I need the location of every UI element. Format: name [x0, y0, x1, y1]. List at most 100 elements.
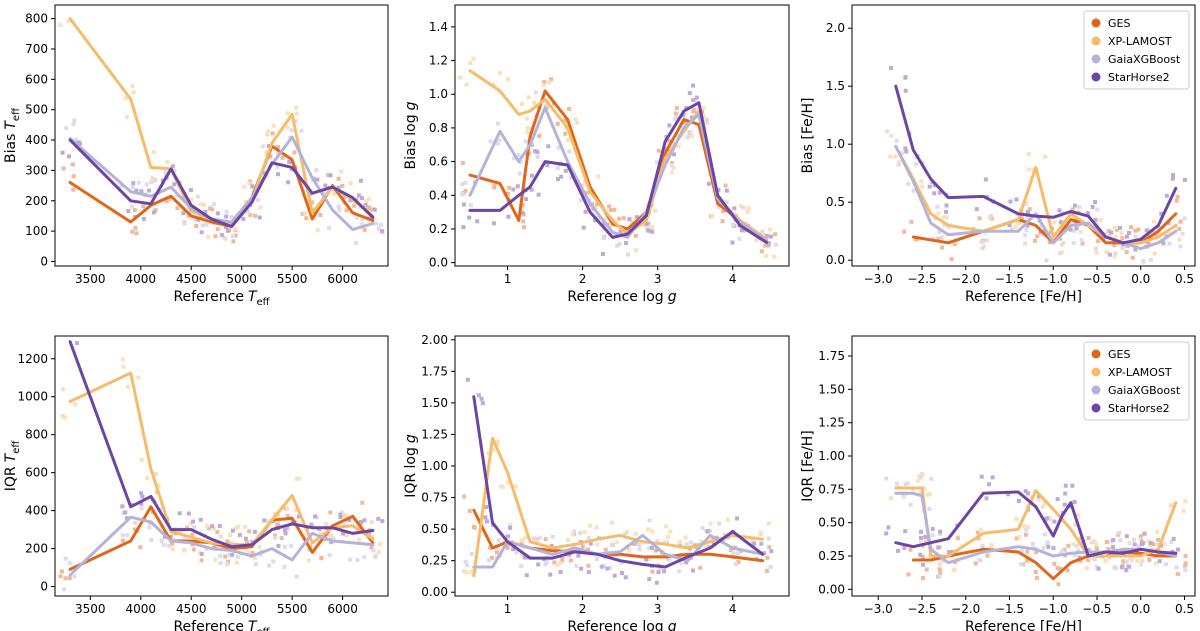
- scatter-point: [694, 95, 699, 100]
- scatter-point: [1171, 536, 1176, 541]
- scatter-point: [608, 565, 613, 570]
- scatter-point: [138, 545, 143, 550]
- scatter-points: [458, 56, 779, 259]
- scatter-point: [517, 171, 522, 176]
- scatter-point: [1180, 231, 1185, 236]
- scatter-point: [658, 566, 663, 571]
- scatter-point: [1019, 562, 1024, 567]
- scatter-point: [889, 66, 894, 71]
- scatter-point: [147, 525, 152, 530]
- scatter-point: [229, 541, 234, 546]
- scatter-point: [521, 212, 526, 217]
- scatter-point: [231, 239, 236, 244]
- scatter-point: [1052, 561, 1057, 566]
- panel-iqr-teff: 3500 4000 4500 5000 5500 6000 0 200 400 600 800 100…: [3, 335, 389, 631]
- scatter-point: [1182, 216, 1187, 221]
- scatter-point: [233, 233, 238, 238]
- scatter-point: [566, 138, 571, 143]
- scatter-point: [920, 473, 925, 478]
- scatter-point: [285, 111, 290, 116]
- scatter-point: [939, 235, 944, 240]
- scatter-point: [475, 219, 480, 224]
- scatter-point: [976, 536, 981, 541]
- x-tick-label: 4500: [176, 272, 207, 286]
- scatter-point: [676, 144, 681, 149]
- scatter-point: [1138, 562, 1143, 567]
- scatter-point: [156, 483, 161, 488]
- scatter-point: [716, 204, 721, 209]
- y-tick-label: 2.0: [826, 21, 845, 35]
- scatter-point: [1161, 242, 1166, 247]
- scatter-point: [930, 526, 935, 531]
- scatter-point: [1017, 535, 1022, 540]
- scatter-point: [927, 491, 932, 496]
- scatter-point: [918, 491, 923, 496]
- scatter-point: [650, 529, 655, 534]
- x-tick-label: 4500: [176, 602, 207, 616]
- scatter-point: [1096, 566, 1101, 571]
- scatter-point: [253, 562, 258, 567]
- scatter-point: [1023, 532, 1028, 537]
- scatter-point: [480, 401, 485, 406]
- scatter-point: [58, 574, 63, 579]
- scatter-point: [472, 524, 477, 529]
- scatter-point: [986, 482, 991, 487]
- scatter-point: [1170, 176, 1175, 181]
- scatter-point: [1177, 237, 1182, 242]
- scatter-point: [622, 532, 627, 537]
- scatter-point: [206, 234, 211, 239]
- scatter-point: [369, 520, 374, 525]
- scatter-point: [1121, 559, 1126, 564]
- legend-box: [1083, 341, 1190, 421]
- scatter-point: [318, 212, 323, 217]
- scatter-point: [580, 544, 585, 549]
- scatter-point: [1034, 575, 1039, 580]
- scatter-point: [531, 536, 536, 541]
- scatter-point: [292, 150, 297, 155]
- scatter-point: [1129, 225, 1134, 230]
- scatter-point: [635, 215, 640, 220]
- scatter-point: [314, 515, 319, 520]
- legend: GES XP-LAMOST GaiaXGBoost StarHorse2: [1083, 10, 1190, 90]
- scatter-point: [1175, 194, 1180, 199]
- scatter-point: [626, 252, 631, 257]
- x-tick-label: 5000: [226, 602, 257, 616]
- scatter-point: [739, 228, 744, 233]
- scatter-point: [758, 532, 763, 537]
- scatter-point: [140, 494, 145, 499]
- scatter-point: [918, 540, 923, 545]
- scatter-point: [304, 216, 309, 221]
- scatter-point: [1078, 558, 1083, 563]
- series-line-gaiaxgboost: [68, 135, 375, 232]
- scatter-point: [258, 205, 263, 210]
- scatter-point: [979, 240, 984, 245]
- scatter-point: [936, 545, 941, 550]
- scatter-point: [495, 121, 500, 126]
- scatter-point: [1086, 557, 1091, 562]
- x-tick-label: 5500: [277, 272, 308, 286]
- scatter-point: [537, 133, 542, 138]
- scatter-point: [691, 98, 696, 103]
- scatter-point: [124, 115, 129, 120]
- scatter-point: [1063, 483, 1068, 488]
- scatter-point: [1113, 251, 1118, 256]
- scatter-point: [888, 154, 893, 159]
- scatter-point: [1126, 230, 1131, 235]
- scatter-point: [951, 568, 956, 573]
- scatter-point: [1148, 541, 1153, 546]
- scatter-point: [647, 518, 652, 523]
- scatter-point: [1139, 538, 1144, 543]
- scatter-point: [944, 215, 949, 220]
- scatter-point: [145, 476, 150, 481]
- scatter-point: [627, 548, 632, 553]
- scatter-point: [338, 512, 343, 517]
- y-tick-label: 1.0: [826, 137, 845, 151]
- y-tick-label: 700: [25, 42, 48, 56]
- scatter-point: [1124, 250, 1129, 255]
- scatter-point: [506, 534, 511, 539]
- scatter-point: [737, 236, 742, 241]
- y-tick-label: 500: [25, 103, 48, 117]
- scatter-point: [511, 187, 516, 192]
